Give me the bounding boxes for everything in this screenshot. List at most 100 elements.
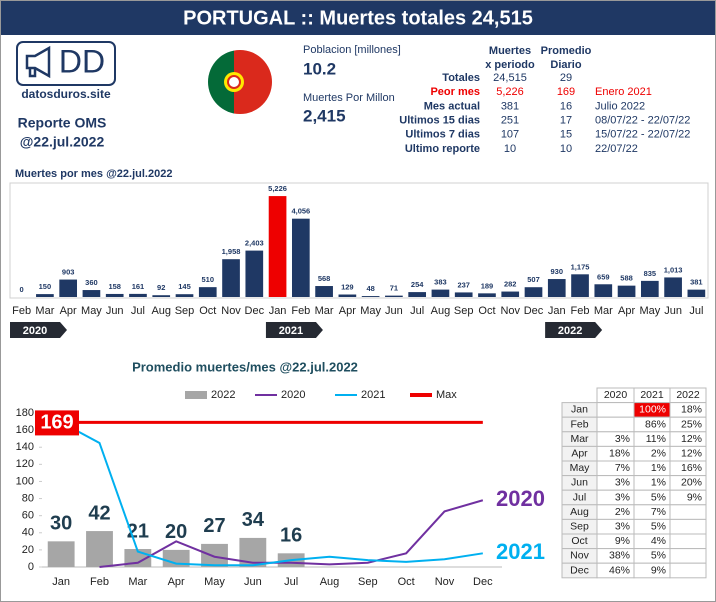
bar <box>82 290 101 297</box>
y-tick-label: 180 <box>16 407 34 419</box>
value-label: 568 <box>318 274 331 283</box>
x-tick-label: Nov <box>500 305 520 317</box>
x-tick-label: Jun <box>385 305 403 317</box>
bar <box>454 292 473 297</box>
x-tick-label: Sep <box>454 305 474 317</box>
value-label: 158 <box>108 282 121 291</box>
pct-value: 2% <box>651 447 666 459</box>
pct-value: 3% <box>615 433 630 445</box>
value-label: 254 <box>411 280 424 289</box>
y-tick-label: 80 <box>22 492 34 504</box>
summary-label: Ultimos 15 dias <box>399 115 480 127</box>
value-label: 282 <box>504 280 517 289</box>
year-ribbon <box>10 322 67 338</box>
x-tick-label: Apr <box>60 305 77 317</box>
pct-value: 9% <box>687 491 702 503</box>
value-label: 588 <box>620 274 633 283</box>
chart-title: Promedio muertes/mes @22.jul.2022 <box>132 359 358 374</box>
bar <box>291 218 310 297</box>
bar <box>501 291 520 297</box>
bar <box>268 196 287 297</box>
pct-value: 5% <box>651 520 666 532</box>
value-label: 237 <box>457 280 470 289</box>
pct-value: 4% <box>651 535 666 547</box>
summary-period: Enero 2021 <box>595 86 652 98</box>
summary-label: Totales <box>442 72 480 84</box>
summary-avg: 16 <box>560 100 572 112</box>
bar-label: 30 <box>50 513 72 535</box>
bar <box>338 294 357 297</box>
bar <box>617 285 636 297</box>
pct-value: 18% <box>681 404 702 416</box>
summary-header: x periodo <box>485 59 535 71</box>
summary-avg: 29 <box>560 72 572 84</box>
summary-label: Ultimo reporte <box>405 143 480 155</box>
pct-value: 86% <box>645 418 666 430</box>
bar <box>594 284 613 297</box>
legend-label: 2020 <box>281 389 305 401</box>
summary-total: 5,226 <box>496 86 524 98</box>
pct-value: 38% <box>609 550 630 562</box>
x-tick-label: Mar <box>315 305 334 317</box>
pct-value: 18% <box>609 447 630 459</box>
value-label: 189 <box>481 281 494 290</box>
row-header: Apr <box>571 447 588 459</box>
year-label: 2021 <box>279 325 303 337</box>
row-header: Jul <box>573 491 586 503</box>
bar <box>431 289 450 297</box>
x-tick-label: Mar <box>594 305 613 317</box>
logo-site: datosduros.site <box>21 87 111 101</box>
x-tick-label: Jun <box>664 305 682 317</box>
bar <box>640 280 659 297</box>
value-label: 930 <box>551 267 564 276</box>
bar <box>152 295 171 297</box>
chart-title: Muertes por mes @22.jul.2022 <box>15 168 172 180</box>
value-label: 92 <box>157 283 165 292</box>
x-tick-label: Feb <box>90 576 109 588</box>
row-header: Nov <box>570 550 589 562</box>
row-header: Mar <box>570 433 589 445</box>
value-label: 161 <box>132 282 145 291</box>
summary-avg: 10 <box>560 143 572 155</box>
x-tick-label: Apr <box>168 576 185 588</box>
summary-period: 22/07/22 <box>595 143 638 155</box>
pct-value: 7% <box>615 462 630 474</box>
x-tick-label: Sep <box>175 305 195 317</box>
summary-total: 10 <box>504 143 516 155</box>
bar <box>129 293 147 297</box>
pct-value: 9% <box>651 564 666 576</box>
series-end-label: 2020 <box>496 486 545 511</box>
pct-value: 12% <box>681 447 702 459</box>
x-tick-label: Feb <box>571 305 590 317</box>
header-bar <box>1 1 715 35</box>
x-tick-label: Oct <box>398 576 415 588</box>
max-badge <box>35 410 79 436</box>
year-label: 2022 <box>558 325 582 337</box>
bar <box>201 543 228 567</box>
pct-value: 1% <box>651 462 666 474</box>
x-tick-label: Jul <box>284 576 298 588</box>
summary-header: Muertes <box>489 45 531 57</box>
value-label: 835 <box>644 269 657 278</box>
row-header: Aug <box>570 506 589 518</box>
x-tick-label: Feb <box>291 305 310 317</box>
pct-value: 12% <box>681 433 702 445</box>
summary-period: 15/07/22 - 22/07/22 <box>595 129 690 141</box>
report-date: @22.jul.2022 <box>20 134 105 150</box>
bar <box>524 287 543 297</box>
cell <box>669 518 707 535</box>
pct-value: 25% <box>681 418 702 430</box>
logo-mark: DD <box>59 43 105 79</box>
value-label: 383 <box>434 278 447 287</box>
x-tick-label: May <box>639 305 660 317</box>
x-tick-label: May <box>204 576 225 588</box>
max-label: 169 <box>40 412 73 434</box>
bar <box>175 294 194 297</box>
value-label: 381 <box>690 278 703 287</box>
per-million-value: 2,415 <box>303 106 346 125</box>
per-million-label: Muertes Por Millon <box>303 92 395 104</box>
value-label: 145 <box>178 282 191 291</box>
pct-value: 9% <box>615 535 630 547</box>
summary-table: Muertes x periodo Promedio Diario Totales 24,… <box>399 45 690 155</box>
